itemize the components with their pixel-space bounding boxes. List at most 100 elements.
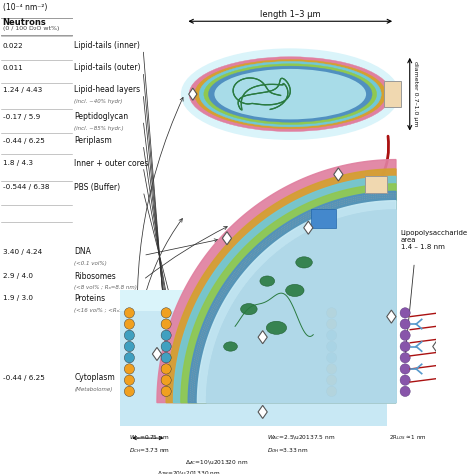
Ellipse shape (195, 60, 386, 129)
Text: Lipid-head layers: Lipid-head layers (74, 85, 140, 94)
Ellipse shape (199, 62, 381, 127)
Text: $\Delta_{AC}$=10\u201320 nm: $\Delta_{AC}$=10\u201320 nm (184, 458, 248, 466)
Polygon shape (334, 168, 343, 181)
Ellipse shape (189, 57, 392, 132)
Text: Peptidoglycan: Peptidoglycan (74, 112, 128, 121)
Circle shape (161, 375, 171, 385)
Bar (365, 176, 387, 193)
Circle shape (124, 308, 135, 318)
Ellipse shape (260, 276, 274, 286)
Circle shape (124, 386, 135, 397)
Circle shape (400, 341, 410, 352)
Polygon shape (222, 232, 232, 245)
Polygon shape (166, 169, 396, 402)
Text: -0.17 / 5.9: -0.17 / 5.9 (2, 114, 40, 119)
Polygon shape (258, 405, 267, 419)
Ellipse shape (296, 257, 312, 268)
Polygon shape (197, 201, 396, 402)
Ellipse shape (209, 66, 372, 122)
Text: 0.022: 0.022 (2, 43, 23, 49)
Polygon shape (387, 310, 396, 323)
Text: 2R$_{LOS}$$\approx$1 nm: 2R$_{LOS}$$\approx$1 nm (389, 433, 426, 442)
Ellipse shape (266, 321, 287, 334)
Text: Proteins: Proteins (74, 294, 105, 303)
Polygon shape (304, 221, 313, 234)
Polygon shape (173, 176, 396, 402)
Ellipse shape (181, 48, 400, 140)
Circle shape (327, 386, 337, 397)
Bar (120, 291, 387, 426)
Text: 0.011: 0.011 (2, 65, 23, 71)
Circle shape (124, 375, 135, 385)
Circle shape (124, 330, 135, 340)
Circle shape (124, 341, 135, 352)
Polygon shape (152, 347, 162, 361)
Circle shape (400, 308, 410, 318)
Ellipse shape (286, 284, 304, 297)
Circle shape (161, 386, 171, 397)
Text: $D_{CH}$=3.73 nm: $D_{CH}$=3.73 nm (129, 447, 170, 456)
Bar (194, 337, 387, 365)
Circle shape (400, 386, 410, 397)
Circle shape (327, 319, 337, 329)
Text: length 1–3 μm: length 1–3 μm (260, 10, 320, 19)
Text: (<8 vol% ; Rₐ=8.8 nm): (<8 vol% ; Rₐ=8.8 nm) (74, 285, 137, 291)
Text: (incl. ~85% hydr.): (incl. ~85% hydr.) (74, 126, 124, 131)
Text: (<16 vol% ; <Rₐ>=2 nm): (<16 vol% ; <Rₐ>=2 nm) (74, 308, 145, 312)
Text: $\Delta_{TM}$=20\u201330 nm: $\Delta_{TM}$=20\u201330 nm (157, 469, 220, 474)
Polygon shape (258, 331, 267, 344)
Circle shape (161, 353, 171, 363)
Text: -0.44 / 6.25: -0.44 / 6.25 (2, 138, 45, 144)
Circle shape (161, 308, 171, 318)
Text: 1.24 / 4.43: 1.24 / 4.43 (2, 87, 42, 93)
Circle shape (400, 319, 410, 329)
Text: PBS (Buffer): PBS (Buffer) (74, 183, 120, 192)
Text: (10⁻⁴ nm⁻²): (10⁻⁴ nm⁻²) (2, 2, 47, 11)
Text: Periplasm: Periplasm (74, 137, 112, 146)
Ellipse shape (241, 303, 257, 315)
Text: 1.8 / 4.3: 1.8 / 4.3 (2, 160, 33, 166)
Text: Lipid-tails (inner): Lipid-tails (inner) (74, 41, 140, 50)
Bar (310, 209, 337, 228)
Bar (120, 291, 387, 311)
Circle shape (327, 330, 337, 340)
Text: Inner + outer cores: Inner + outer cores (74, 159, 149, 168)
Text: Neutrons: Neutrons (2, 18, 46, 27)
Text: 1.9 / 3.0: 1.9 / 3.0 (2, 295, 33, 301)
Circle shape (124, 319, 135, 329)
Text: diameter 0.7–1.0 μm: diameter 0.7–1.0 μm (412, 62, 418, 127)
Ellipse shape (224, 342, 237, 351)
Text: Lipid-tails (outer): Lipid-tails (outer) (74, 64, 141, 73)
Circle shape (161, 341, 171, 352)
Polygon shape (433, 340, 442, 353)
Circle shape (124, 364, 135, 374)
Text: $W_{AC}$=2.5\u20137.5 nm: $W_{AC}$=2.5\u20137.5 nm (267, 433, 336, 442)
Circle shape (327, 353, 337, 363)
Text: $D_{OH}$=3.33 nm: $D_{OH}$=3.33 nm (267, 447, 309, 456)
Text: Cytoplasm: Cytoplasm (74, 374, 115, 383)
Ellipse shape (204, 64, 377, 125)
Polygon shape (189, 88, 197, 100)
Circle shape (161, 319, 171, 329)
Polygon shape (181, 184, 396, 402)
Circle shape (400, 353, 410, 363)
Text: -0.44 / 6.25: -0.44 / 6.25 (2, 375, 45, 381)
Circle shape (327, 341, 337, 352)
Circle shape (327, 364, 337, 374)
Polygon shape (188, 191, 396, 402)
Bar (384, 81, 401, 107)
Text: -0.544 / 6.38: -0.544 / 6.38 (2, 184, 49, 191)
Circle shape (400, 375, 410, 385)
Text: (0 / 100 D₂O wt%): (0 / 100 D₂O wt%) (2, 26, 59, 31)
Text: 2.9 / 4.0: 2.9 / 4.0 (2, 273, 33, 279)
Circle shape (161, 364, 171, 374)
Circle shape (327, 308, 337, 318)
Text: (incl. ~40% hydr): (incl. ~40% hydr) (74, 100, 123, 104)
Polygon shape (207, 210, 396, 402)
Circle shape (161, 330, 171, 340)
Text: $W_{to}$=0.75 nm: $W_{to}$=0.75 nm (129, 433, 170, 442)
Circle shape (400, 330, 410, 340)
Text: Ribosomes: Ribosomes (74, 272, 116, 281)
Text: DNA: DNA (74, 247, 91, 256)
Circle shape (400, 364, 410, 374)
